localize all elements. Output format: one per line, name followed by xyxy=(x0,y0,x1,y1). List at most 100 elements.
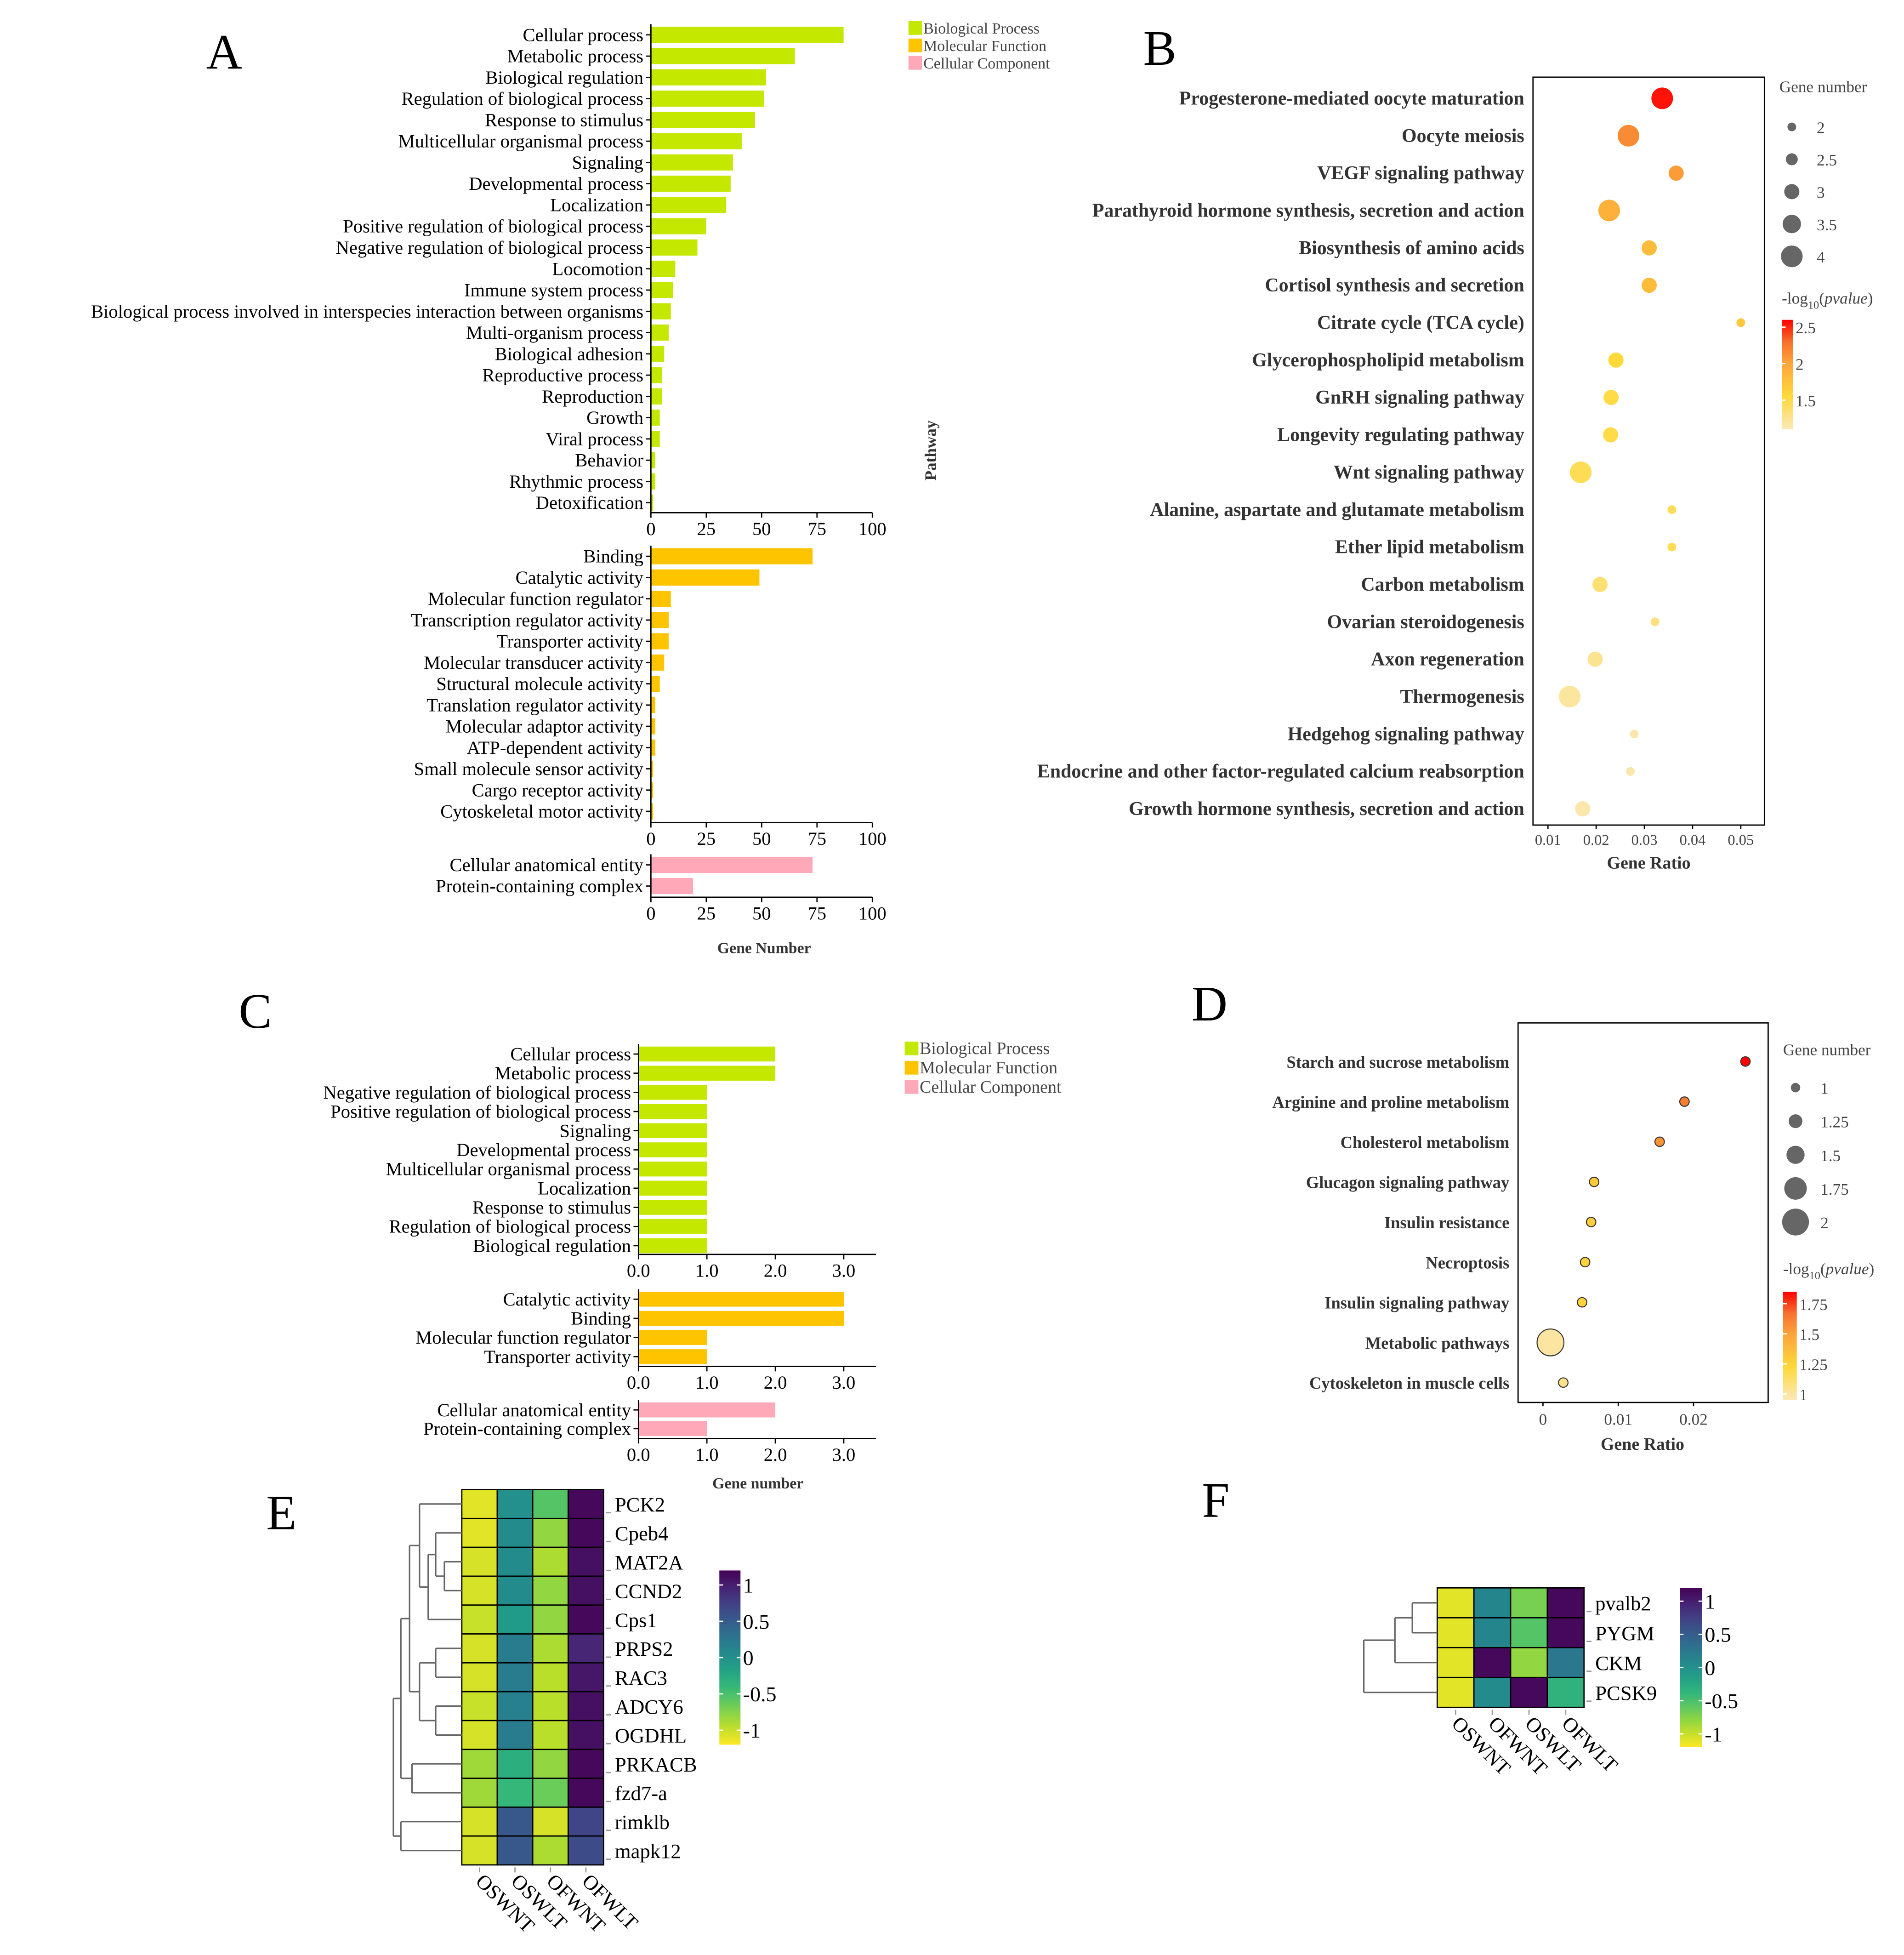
size-legend-title: Gene number xyxy=(1779,78,1867,96)
category-label: Developmental process xyxy=(469,173,643,194)
bar xyxy=(651,856,813,873)
heatmap-cell xyxy=(1436,1617,1475,1648)
pathway-label: Citrate cycle (TCA cycle) xyxy=(1317,313,1524,334)
heatmap-cell xyxy=(496,1835,534,1866)
bubble xyxy=(1654,1136,1665,1147)
bar xyxy=(651,495,654,511)
color-bar-label: 1.5 xyxy=(1799,1326,1819,1344)
heatmap-cell xyxy=(532,1517,569,1548)
heatmap-cell xyxy=(461,1517,498,1548)
bar xyxy=(651,197,727,213)
bar xyxy=(638,1349,707,1364)
heatmap-cell xyxy=(496,1749,534,1779)
heatmap-cell xyxy=(1436,1587,1475,1619)
x-tick-label: 0.05 xyxy=(1728,832,1754,849)
category-label: Signaling xyxy=(559,1120,631,1141)
category-label: Detoxification xyxy=(536,492,643,513)
heatmap-cell xyxy=(532,1662,569,1693)
bar xyxy=(651,367,662,383)
x-tick-label: 0.0 xyxy=(627,1260,650,1281)
size-legend-label: 1 xyxy=(1820,1080,1829,1098)
bubble xyxy=(1736,318,1745,327)
x-axis-title: Gene Ratio xyxy=(1607,854,1690,873)
color-legend-title-prefix: -log xyxy=(1783,1260,1809,1278)
bar xyxy=(651,452,655,468)
color-bar-label: 1.75 xyxy=(1799,1296,1828,1314)
color-legend-title-italic: pvalue xyxy=(1824,1260,1869,1278)
bar xyxy=(638,1402,776,1418)
bar xyxy=(638,1123,707,1138)
bar xyxy=(651,324,669,341)
color-bar-label: 0 xyxy=(1705,1656,1715,1680)
panel-letter-f: F xyxy=(1202,1473,1229,1528)
row-label: MAT2A xyxy=(615,1551,683,1574)
x-tick-label: 50 xyxy=(752,519,771,539)
category-label: Behavior xyxy=(575,450,643,471)
heatmap-cell xyxy=(532,1749,569,1779)
size-legend-circle xyxy=(1781,245,1803,268)
bubble xyxy=(1650,617,1660,627)
category-label: Immune system process xyxy=(464,280,643,301)
bar xyxy=(638,1311,844,1326)
color-legend-title-subscript: 10 xyxy=(1808,299,1819,311)
category-label: Regulation of biological process xyxy=(389,1216,631,1237)
bar xyxy=(638,1085,707,1100)
bar xyxy=(651,612,669,628)
color-legend-title: -log10(pvalue) xyxy=(1782,290,1873,312)
category-label: Transporter activity xyxy=(496,631,644,652)
pathway-label: Wnt signaling pathway xyxy=(1334,462,1524,483)
pathway-label: Thermogenesis xyxy=(1400,686,1524,707)
bubble xyxy=(1667,505,1677,514)
heatmap-cell xyxy=(461,1662,498,1693)
color-bar xyxy=(1783,1292,1797,1400)
pathway-label: Hedgehog signaling pathway xyxy=(1288,724,1524,745)
category-label: Metabolic process xyxy=(507,46,643,67)
bubble xyxy=(1630,730,1639,739)
category-label: Negative regulation of biological proces… xyxy=(323,1082,631,1103)
heatmap-cell xyxy=(1546,1647,1585,1678)
category-label: Molecular function regulator xyxy=(415,1327,631,1348)
color-legend-title-subscript: 10 xyxy=(1809,1270,1820,1282)
bubble xyxy=(1642,240,1657,256)
category-label: Multicellular organismal process xyxy=(386,1159,631,1180)
bar xyxy=(651,473,655,490)
size-legend-circle xyxy=(1787,122,1796,131)
legend-swatch xyxy=(908,21,922,35)
pathway-label: Parathyroid hormone synthesis, secretion… xyxy=(1092,200,1524,221)
bar xyxy=(651,590,671,607)
category-label: Positive regulation of biological proces… xyxy=(343,216,643,237)
color-legend-title-prefix: -log xyxy=(1782,290,1808,308)
heatmap-cell xyxy=(496,1720,534,1750)
x-tick-label: 100 xyxy=(858,903,887,924)
pathway-label: Starch and sucrose metabolism xyxy=(1287,1053,1510,1072)
x-tick-label: 0.02 xyxy=(1583,832,1609,849)
category-label: Structural molecule activity xyxy=(436,673,644,694)
pathway-label: Glucagon signaling pathway xyxy=(1306,1173,1510,1192)
color-bar xyxy=(1782,319,1793,429)
category-label: Biological adhesion xyxy=(495,343,644,364)
heatmap-cell xyxy=(496,1691,534,1721)
bubble xyxy=(1603,390,1619,405)
x-tick-label: 0 xyxy=(646,828,655,849)
bar xyxy=(651,176,731,192)
size-legend-circle xyxy=(1786,1146,1805,1164)
color-legend-paren-open: ( xyxy=(1819,290,1824,308)
heatmap-cell xyxy=(567,1778,604,1808)
category-label: Catalytic activity xyxy=(503,1289,631,1310)
row-label: PCSK9 xyxy=(1595,1681,1657,1704)
panel-letter-d: D xyxy=(1192,977,1228,1032)
bar xyxy=(651,133,742,149)
heatmap-cell xyxy=(532,1546,569,1577)
heatmap-cell xyxy=(461,1807,498,1837)
x-tick-label: 25 xyxy=(697,828,716,849)
x-tick-label: 3.0 xyxy=(832,1260,856,1281)
bar xyxy=(651,760,654,777)
heatmap-cell xyxy=(461,1546,498,1577)
bubble xyxy=(1586,1217,1597,1227)
color-legend-title: -log10(pvalue) xyxy=(1783,1260,1874,1282)
heatmap-cell xyxy=(461,1575,498,1606)
row-label: PRPS2 xyxy=(615,1637,673,1660)
heatmap-cell xyxy=(567,1546,604,1577)
heatmap-cell xyxy=(567,1489,604,1519)
bar xyxy=(651,697,655,713)
